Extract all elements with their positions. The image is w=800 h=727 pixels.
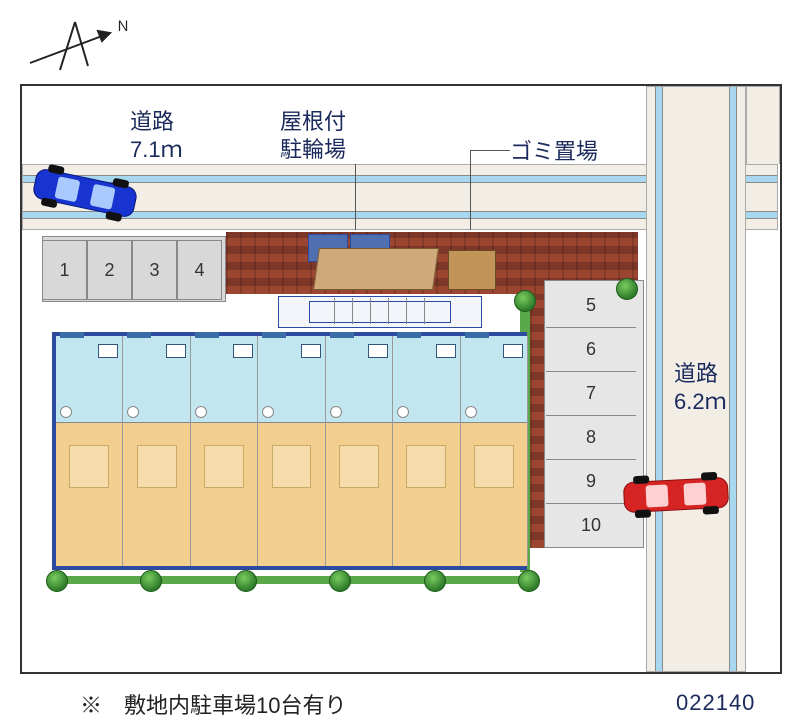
bush [46,570,68,592]
unit [461,336,528,566]
unit-bath [258,336,324,423]
car-red [619,469,733,521]
plan-id: 022140 [676,690,755,716]
unit-desk [339,445,379,488]
unit-desk [474,445,514,488]
unit-bath [123,336,189,423]
unit-bath [326,336,392,423]
unit-wc [465,406,477,418]
road-top-label: 道路 7.1ｍ [130,108,183,163]
bush [424,570,446,592]
bush [235,570,257,592]
unit-door [60,332,84,338]
trash-leader-h [470,150,510,151]
trash-enclosure [448,250,496,290]
unit [326,336,393,566]
unit-room [258,423,324,566]
compass: Ｎ [20,8,130,78]
unit [393,336,460,566]
unit [56,336,123,566]
unit-desk [137,445,177,488]
unit-door [330,332,354,338]
unit-sink [503,344,523,358]
unit-bath [393,336,459,423]
unit-room [191,423,257,566]
unit-sink [98,344,118,358]
stair-step [406,298,407,324]
road-right-rightline [729,87,737,671]
unit-wc [60,406,72,418]
unit-wc [397,406,409,418]
trash-label: ゴミ置場 [510,138,598,166]
unit-room [461,423,527,566]
unit-sink [368,344,388,358]
unit-desk [204,445,244,488]
parking-slot-top: 3 [132,240,177,300]
unit-door [195,332,219,338]
unit-sink [436,344,456,358]
road-right-leftline [655,87,663,671]
note: ※ 敷地内駐車場10台有り [80,688,346,720]
parking-slot-right: 6 [546,328,636,372]
unit-wc [127,406,139,418]
unit-room [56,423,122,566]
bike-pad [313,248,439,290]
unit-bath [461,336,527,423]
parking-slot-top: 1 [42,240,87,300]
parking-slot-right: 7 [546,372,636,416]
unit-room [393,423,459,566]
unit-desk [69,445,109,488]
unit-desk [272,445,312,488]
unit-sink [301,344,321,358]
unit-wc [330,406,342,418]
bush-right-top [616,278,638,300]
parking-slot-top: 4 [177,240,222,300]
unit-desk [406,445,446,488]
grass-bottom [52,576,527,584]
unit [123,336,190,566]
stair-step [352,298,353,324]
compass-north-label: Ｎ [116,16,130,36]
unit-bath [56,336,122,423]
bush [514,290,536,312]
stair-step [388,298,389,324]
unit-wc [195,406,207,418]
unit-room [123,423,189,566]
stair-landing [278,296,482,328]
road-right-label: 道路 6.2ｍ [674,360,727,415]
parking-slot-right: 8 [546,416,636,460]
bikepark-label: 屋根付 駐輪場 [280,108,346,163]
parking-slot-top: 2 [87,240,132,300]
unit-door [465,332,489,338]
unit-wc [262,406,274,418]
unit-sink [233,344,253,358]
unit-bath [191,336,257,423]
unit-door [397,332,421,338]
unit-door [262,332,286,338]
stair-step [424,298,425,324]
unit-sink [166,344,186,358]
unit-door [127,332,151,338]
stair-step [370,298,371,324]
site-plan: Ｎ 道路 7.1ｍ 道路 6.2ｍ 屋根付 駐輪場 ゴミ置場 1234 5678… [0,0,800,727]
unit [258,336,325,566]
stair-step [334,298,335,324]
stair-rails [309,301,451,323]
bush [518,570,540,592]
road-top-ext [746,86,780,164]
unit [191,336,258,566]
brick-strip [530,294,544,548]
unit-room [326,423,392,566]
